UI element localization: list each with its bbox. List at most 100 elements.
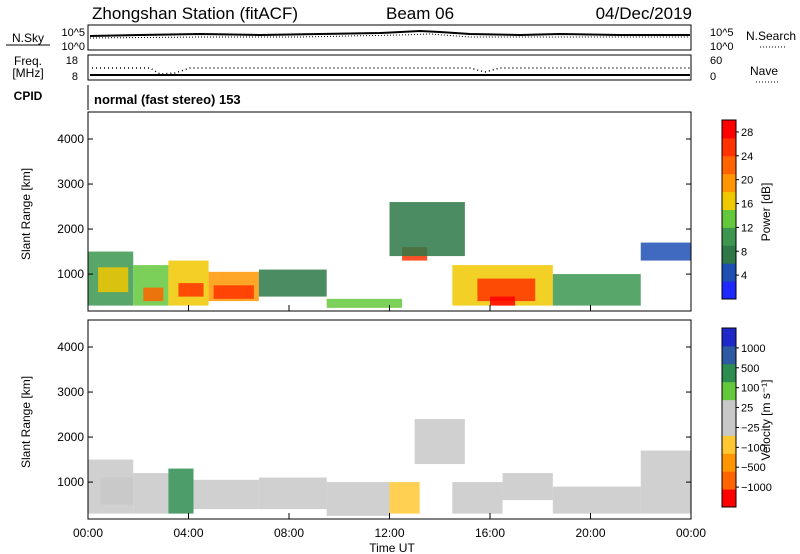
power-colorbar-tick-label: 28 — [741, 127, 753, 139]
nsky-trace — [89, 29, 690, 37]
velocity-data-region — [452, 482, 503, 514]
nsearch-label: N.Search — [746, 29, 796, 43]
velocity-colorbar-swatch — [722, 417, 736, 436]
velocity-colorbar-swatch — [722, 453, 736, 472]
velocity-colorbar-swatch — [722, 489, 736, 508]
velocity-colorbar-tick-label: −500 — [741, 462, 766, 474]
power-ytick-label: 4000 — [57, 132, 84, 146]
power-data-region — [168, 260, 209, 306]
power-colorbar-swatch — [722, 173, 736, 193]
power-colorbar-frame — [721, 119, 737, 300]
cpid-label: CPID — [14, 89, 43, 103]
power-data-region — [640, 242, 691, 261]
velocity-colorbar-swatch — [722, 363, 736, 383]
power-ylabel: Slant Range [km] — [19, 168, 33, 260]
x-tick-label: 00:00 — [676, 526, 706, 540]
velocity-cbar-label: Velocity [m s⁻¹] — [759, 379, 773, 460]
nsky-label: N.Sky — [12, 31, 44, 45]
velocity-data-region — [168, 468, 194, 514]
freq-tick-top: 18 — [66, 55, 78, 67]
power-data-region — [143, 287, 164, 302]
power-ytick-label: 2000 — [57, 222, 84, 236]
power-colorbar-swatch — [722, 263, 736, 282]
nsky-tick-top: 10^5 — [61, 27, 85, 39]
velocity-data-region — [502, 473, 553, 501]
power-data-region — [326, 298, 403, 308]
nsky-right-tick-top: 10^5 — [710, 27, 734, 39]
power-ytick-label: 3000 — [57, 177, 84, 191]
beam-label: Beam 06 — [386, 4, 454, 23]
velocity-colorbar-tick-label: −1000 — [741, 482, 772, 494]
freq-panel: Freq. [MHz] 18 8 60 0 Nave — [12, 54, 780, 83]
nave-tick-bottom: 0 — [710, 71, 716, 83]
velocity-colorbar-swatch — [722, 381, 736, 401]
freq-unit-label: [MHz] — [12, 66, 43, 80]
power-cbar-label: Power [dB] — [759, 183, 773, 242]
nave-label: Nave — [750, 64, 778, 78]
x-axis-label: Time UT — [369, 541, 415, 554]
plot-title: Zhongshan Station (fitACF) — [92, 4, 298, 23]
power-colorbar-swatch — [722, 155, 736, 175]
velocity-ytick-label: 4000 — [57, 340, 84, 354]
velocity-colorbar-swatch — [722, 471, 736, 490]
power-colorbar-swatch — [722, 120, 736, 139]
velocity-data-region — [100, 477, 134, 505]
velocity-panel: 1000 2000 3000 4000 Slant Range [km] 1000 50… — [19, 319, 773, 520]
velocity-colorbar-tick-label: −25 — [741, 422, 760, 434]
power-colorbar-swatch — [722, 245, 736, 264]
power-panel: 1000 2000 3000 4000 Slant Range [km] 4 8 12 16… — [19, 111, 773, 312]
velocity-colorbar-swatch — [722, 435, 736, 454]
velocity-colorbar-swatch — [722, 328, 736, 347]
velocity-data-region — [552, 486, 641, 514]
power-colorbar-tick-label: 24 — [741, 151, 753, 163]
velocity-ytick-label: 1000 — [57, 475, 84, 489]
date-label: 04/Dec/2019 — [596, 4, 692, 23]
x-tick-label: 20:00 — [575, 526, 605, 540]
nsearch-trace — [89, 33, 690, 39]
noise-panel: N.Sky 10^5 10^0 10^5 10^0 N.Search — [6, 24, 796, 53]
power-data-region — [213, 285, 254, 299]
power-colorbar-swatch — [722, 227, 736, 246]
velocity-ytick-label: 3000 — [57, 385, 84, 399]
velocity-data-region — [640, 450, 691, 514]
power-data-region — [258, 269, 327, 297]
power-colorbar-swatch — [722, 209, 736, 228]
nave-tick-top: 60 — [710, 55, 722, 67]
power-colorbar-swatch — [722, 281, 736, 300]
x-tick-label: 08:00 — [274, 526, 304, 540]
power-colorbar-tick-label: 4 — [741, 270, 747, 282]
x-tick-label: 00:00 — [73, 526, 103, 540]
power-ytick-label: 1000 — [57, 267, 84, 281]
velocity-colorbar-tick-label: 25 — [741, 403, 753, 415]
velocity-ytick-label: 2000 — [57, 430, 84, 444]
velocity-colorbar-tick-label: 100 — [741, 383, 759, 395]
velocity-data-region — [258, 477, 327, 510]
velocity-data-region — [193, 479, 259, 510]
velocity-data-region — [133, 473, 169, 514]
x-tick-label: 16:00 — [475, 526, 505, 540]
nave-trace — [92, 67, 690, 75]
power-colorbar-tick-label: 8 — [741, 246, 747, 258]
freq-tick-bottom: 8 — [72, 71, 78, 83]
power-colorbar-tick-label: 12 — [741, 222, 753, 234]
x-tick-label: 04:00 — [173, 526, 203, 540]
power-data-region — [98, 267, 129, 293]
power-data-region — [389, 202, 465, 257]
velocity-colorbar-tick-label: −100 — [741, 442, 766, 454]
velocity-colorbar-swatch — [722, 345, 736, 365]
power-colorbar-swatch — [722, 191, 736, 210]
velocity-data-region — [414, 419, 465, 465]
velocity-colorbar-frame — [721, 327, 737, 508]
velocity-colorbar-swatch — [722, 399, 736, 418]
power-colorbar-tick-label: 16 — [741, 199, 753, 211]
nsky-right-tick-bottom: 10^0 — [710, 41, 734, 53]
nsky-tick-bottom: 10^0 — [61, 41, 85, 53]
velocity-colorbar-tick-label: 1000 — [741, 343, 765, 355]
cpid-text: normal (fast stereo) 153 — [94, 92, 241, 107]
velocity-colorbar-tick-label: 500 — [741, 363, 759, 375]
power-data-region — [178, 283, 204, 297]
x-tick-label: 12:00 — [374, 526, 404, 540]
power-data-region — [477, 278, 536, 302]
power-colorbar-tick-label: 20 — [741, 175, 753, 187]
velocity-ylabel: Slant Range [km] — [19, 376, 33, 468]
